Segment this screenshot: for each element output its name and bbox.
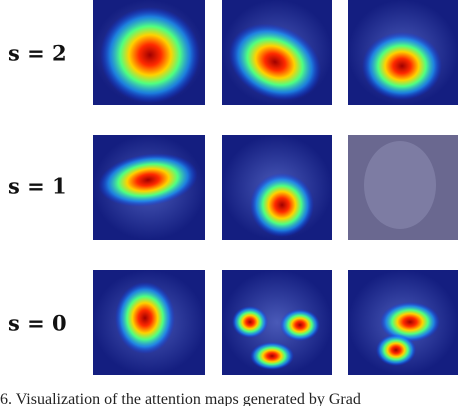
heat-spot [232,306,268,338]
row-label: s = 0 [8,311,67,336]
heat-spot [250,173,314,237]
heat-spot [115,282,175,354]
heat-spot [380,302,440,342]
heatmap-grid [93,0,458,375]
row-label: s = 2 [8,41,67,66]
face [364,141,436,229]
row-labels: s = 2 s = 1 s = 0 [8,41,67,336]
heat-spot [100,7,200,103]
heat-spot [250,342,294,370]
caption: 6. Visualization of the attention maps g… [0,391,361,406]
heat-spot [376,334,416,366]
heat-spot [228,23,322,101]
heat-spot [362,32,442,100]
row-label: s = 1 [8,174,67,199]
heat-spot [280,309,320,341]
heat-spot [98,153,198,207]
